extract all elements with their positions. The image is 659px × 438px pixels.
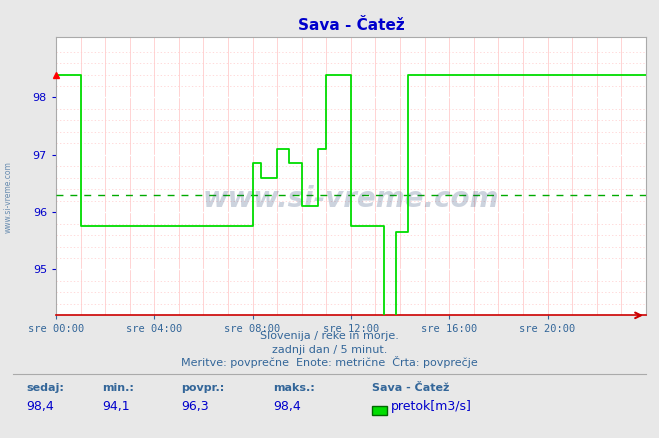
Text: 96,3: 96,3 xyxy=(181,399,209,413)
Text: pretok[m3/s]: pretok[m3/s] xyxy=(391,399,472,413)
Text: 94,1: 94,1 xyxy=(102,399,130,413)
Text: www.si-vreme.com: www.si-vreme.com xyxy=(3,161,13,233)
Text: zadnji dan / 5 minut.: zadnji dan / 5 minut. xyxy=(272,345,387,355)
Text: Sava - Čatež: Sava - Čatež xyxy=(372,383,449,393)
Text: povpr.:: povpr.: xyxy=(181,383,225,393)
Text: Meritve: povprečne  Enote: metrične  Črta: povprečje: Meritve: povprečne Enote: metrične Črta:… xyxy=(181,356,478,368)
Text: www.si-vreme.com: www.si-vreme.com xyxy=(203,184,499,212)
Text: maks.:: maks.: xyxy=(273,383,315,393)
Text: 98,4: 98,4 xyxy=(26,399,54,413)
Text: sedaj:: sedaj: xyxy=(26,383,64,393)
Text: 98,4: 98,4 xyxy=(273,399,301,413)
Text: Slovenija / reke in morje.: Slovenija / reke in morje. xyxy=(260,332,399,342)
Text: min.:: min.: xyxy=(102,383,134,393)
Title: Sava - Čatež: Sava - Čatež xyxy=(298,18,404,33)
